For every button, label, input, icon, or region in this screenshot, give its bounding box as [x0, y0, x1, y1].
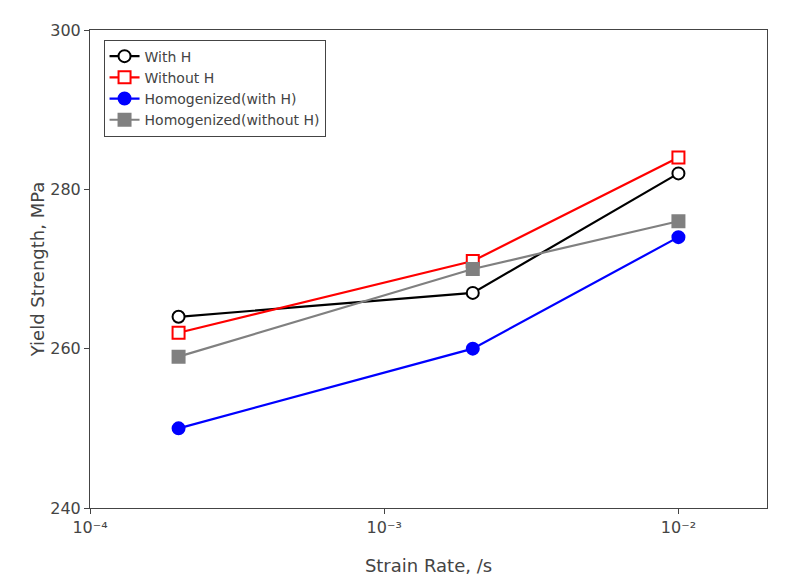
svg-text:240: 240 [50, 499, 81, 518]
svg-text:10⁻²: 10⁻² [661, 518, 696, 537]
svg-text:With H: With H [145, 49, 192, 65]
svg-text:10⁻³: 10⁻³ [367, 518, 402, 537]
svg-text:280: 280 [50, 180, 81, 199]
svg-text:Without H: Without H [145, 70, 215, 86]
svg-text:260: 260 [50, 339, 81, 358]
svg-text:Strain Rate, /s: Strain Rate, /s [365, 555, 492, 576]
svg-text:Homogenized(with H): Homogenized(with H) [145, 91, 297, 107]
svg-text:Homogenized(without H): Homogenized(without H) [145, 112, 320, 128]
svg-text:Yield Strength, MPa: Yield Strength, MPa [27, 182, 48, 358]
svg-text:10⁻⁴: 10⁻⁴ [72, 518, 107, 537]
svg-text:300: 300 [50, 21, 81, 40]
